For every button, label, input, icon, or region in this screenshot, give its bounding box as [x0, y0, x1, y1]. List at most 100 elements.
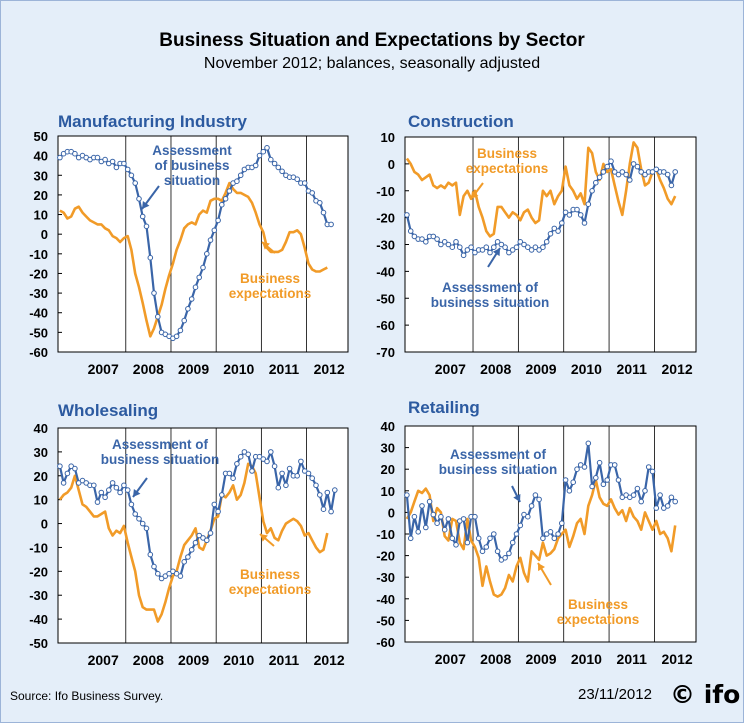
situation-data-point	[294, 473, 301, 479]
situation-data-point	[328, 508, 334, 515]
situation-data-point	[562, 477, 569, 483]
situation-data-point	[411, 233, 418, 240]
situation-data-point	[222, 196, 229, 202]
situation-data-point	[668, 494, 675, 501]
y-tick-label: 30	[381, 441, 395, 456]
situation-data-point	[192, 284, 199, 291]
x-tick-label: 2011	[269, 652, 300, 668]
x-tick-label: 2012	[314, 361, 345, 377]
y-tick-label: 30	[34, 445, 48, 460]
situation-data-point	[509, 539, 516, 546]
situation-data-point	[166, 570, 172, 577]
situation-data-point	[320, 209, 327, 216]
situation-data-point	[317, 492, 323, 498]
situation-data-point	[275, 484, 282, 491]
y-tick-label: -10	[376, 527, 395, 542]
situation-data-point	[634, 163, 641, 170]
situation-data-point	[600, 169, 607, 175]
situation-data-point	[271, 463, 278, 470]
situation-data-point	[543, 239, 550, 245]
situation-data-point	[264, 458, 270, 465]
situation-data-point	[551, 535, 558, 542]
situation-data-point	[513, 244, 520, 250]
x-tick-label: 2007	[88, 361, 119, 377]
situation-data-point	[619, 169, 626, 175]
situation-data-point	[286, 465, 293, 472]
ifo-logo: © ifo	[670, 680, 741, 709]
chart-title: Wholesaling	[58, 401, 158, 420]
y-tick-label: 20	[34, 188, 48, 203]
situation-data-point	[207, 237, 214, 243]
situation-data-point	[593, 475, 599, 481]
y-tick-label: -50	[376, 613, 395, 628]
situation-data-point	[151, 290, 157, 296]
situation-data-point	[555, 228, 561, 234]
situation-data-point	[173, 570, 180, 577]
y-tick-label: -10	[29, 540, 48, 555]
chart-panel-2: Construction 2007 2008 2009 2010 2011 2012 -70 -…	[376, 112, 697, 377]
situation-data-point	[502, 244, 508, 250]
situation-data-point	[487, 249, 493, 256]
situation-data-point	[498, 241, 505, 248]
situation-data-point	[453, 542, 459, 548]
situation-data-point	[566, 488, 573, 494]
expectations-series-line	[405, 478, 677, 598]
y-tick-label: -60	[376, 318, 395, 333]
situation-data-point	[192, 539, 199, 546]
situation-data-point	[649, 169, 656, 175]
situation-data-point	[185, 306, 191, 312]
situation-data-point	[177, 573, 184, 579]
situation-data-point	[132, 511, 138, 517]
situation-data-point	[585, 201, 592, 207]
situation-data-point	[589, 188, 595, 194]
situation-data-point	[317, 200, 323, 206]
situation-data-point	[634, 485, 641, 492]
situation-data-point	[204, 537, 210, 544]
situation-data-point	[426, 498, 433, 505]
situation-data-point	[72, 150, 78, 157]
x-tick-label: 2007	[88, 652, 119, 668]
y-tick-label: -20	[376, 211, 395, 226]
situation-data-point	[200, 264, 206, 271]
situation-data-point	[320, 506, 327, 513]
situation-data-point	[215, 217, 221, 224]
y-tick-label: -50	[376, 291, 395, 306]
situation-data-point	[555, 531, 561, 537]
situation-data-point	[419, 503, 425, 509]
situation-data-point	[237, 453, 244, 460]
x-tick-label: 2008	[480, 651, 511, 667]
expectations-annotation-arrowhead	[538, 563, 545, 572]
situation-data-point	[468, 244, 474, 250]
situation-annotation-label: Assessment of	[442, 280, 539, 295]
situation-data-point	[574, 466, 580, 473]
y-tick-label: -20	[29, 266, 48, 281]
y-tick-label: 0	[41, 517, 48, 532]
situation-data-point	[143, 525, 150, 532]
situation-data-point	[264, 145, 270, 151]
expectations-annotation-label: expectations	[557, 612, 640, 627]
situation-data-point	[124, 487, 131, 493]
page-title: Business Situation and Expectations by S…	[159, 30, 585, 51]
situation-data-point	[162, 573, 169, 579]
situation-data-point	[509, 247, 516, 253]
x-tick-label: 2008	[480, 361, 511, 377]
situation-data-point	[309, 190, 316, 196]
situation-data-point	[237, 172, 244, 179]
y-tick-label: 0	[41, 227, 48, 242]
situation-data-point	[532, 492, 539, 498]
situation-data-point	[249, 468, 255, 474]
situation-data-point	[630, 161, 637, 167]
situation-data-point	[102, 156, 108, 163]
situation-data-point	[196, 532, 202, 539]
x-tick-label: 2010	[223, 361, 254, 377]
situation-data-point	[245, 451, 251, 458]
situation-data-point	[525, 513, 531, 520]
situation-data-point	[483, 244, 490, 250]
y-tick-label: -30	[29, 588, 48, 603]
situation-data-point	[638, 169, 645, 175]
situation-data-point	[57, 463, 63, 470]
situation-data-point	[438, 241, 444, 248]
